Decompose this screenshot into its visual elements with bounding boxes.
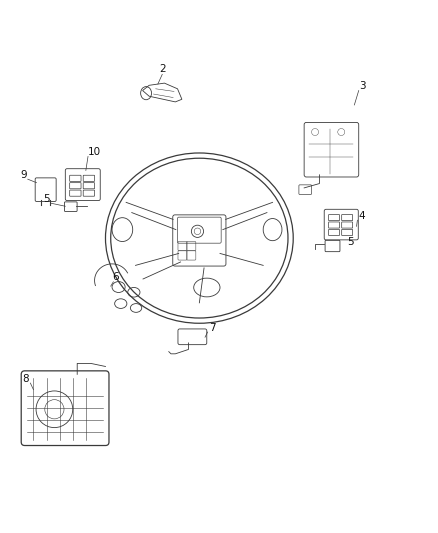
Text: 6: 6 — [112, 272, 119, 282]
Text: 9: 9 — [20, 170, 27, 180]
Text: 8: 8 — [22, 374, 29, 384]
Text: 4: 4 — [359, 211, 365, 221]
Text: 10: 10 — [88, 147, 101, 157]
Text: 2: 2 — [159, 64, 166, 74]
Text: 5: 5 — [347, 237, 353, 247]
Text: 5: 5 — [43, 194, 50, 204]
Text: 7: 7 — [209, 323, 215, 333]
Text: 3: 3 — [360, 81, 366, 91]
